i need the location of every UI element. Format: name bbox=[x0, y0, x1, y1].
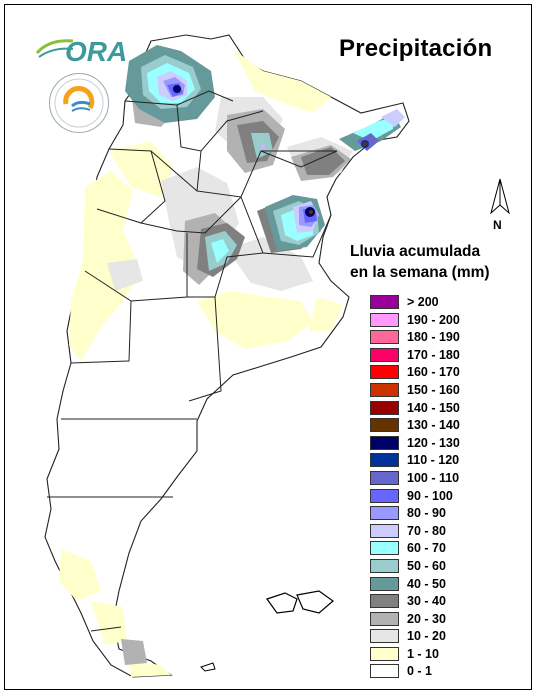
legend-swatch bbox=[370, 400, 399, 415]
north-arrow-icon bbox=[490, 178, 510, 215]
legend-swatch bbox=[370, 312, 399, 327]
legend-swatch bbox=[370, 611, 399, 626]
legend-swatch bbox=[370, 365, 399, 380]
small-island bbox=[200, 662, 216, 672]
legend-label: 150 - 160 bbox=[407, 382, 460, 397]
legend-swatch bbox=[370, 488, 399, 503]
rain-zone-1-10 bbox=[59, 49, 343, 677]
legend-label: 160 - 170 bbox=[407, 365, 460, 380]
legend-swatch bbox=[370, 646, 399, 661]
map-frame: ORA Precipitación N Lluvia acumulada en … bbox=[4, 4, 532, 690]
legend-label: 110 - 120 bbox=[407, 453, 460, 468]
legend-label: 50 - 60 bbox=[407, 558, 446, 573]
legend-label: 10 - 20 bbox=[407, 629, 446, 644]
legend-label: 30 - 40 bbox=[407, 594, 446, 609]
precipitation-map bbox=[44, 34, 410, 678]
legend-label: 20 - 30 bbox=[407, 611, 446, 626]
map-title: Precipitación bbox=[339, 35, 493, 62]
legend-label: 130 - 140 bbox=[407, 418, 460, 433]
legend-label: 140 - 150 bbox=[407, 400, 460, 415]
legend-swatch bbox=[370, 558, 399, 573]
province-boundaries bbox=[47, 90, 338, 632]
legend-swatch bbox=[370, 330, 399, 345]
legend-title-line2: en la semana (mm) bbox=[350, 264, 490, 281]
legend-label: > 200 bbox=[407, 295, 439, 309]
legend-title-line1: Lluvia acumulada bbox=[350, 243, 481, 260]
malvinas-islands bbox=[266, 590, 334, 614]
seal-emblem-icon bbox=[54, 78, 104, 128]
legend-label: 120 - 130 bbox=[407, 435, 460, 450]
legend-label: 40 - 50 bbox=[407, 576, 446, 591]
rain-zone-cores bbox=[173, 85, 369, 217]
legend-label: 80 - 90 bbox=[407, 506, 446, 521]
legend-swatch bbox=[370, 664, 399, 679]
legend-label: 190 - 200 bbox=[407, 312, 460, 327]
legend-swatch bbox=[370, 523, 399, 538]
legend-swatch bbox=[370, 453, 399, 468]
legend-swatch bbox=[370, 576, 399, 591]
legend-label: 60 - 70 bbox=[407, 541, 446, 556]
legend-label: 0 - 1 bbox=[407, 664, 433, 679]
legend-swatch bbox=[370, 594, 399, 609]
legend-label: 90 - 100 bbox=[407, 488, 453, 503]
legend-label: 100 - 110 bbox=[407, 470, 460, 485]
legend-swatch bbox=[370, 382, 399, 397]
logo-text: ORA bbox=[65, 36, 128, 67]
legend-swatch bbox=[370, 629, 399, 644]
legend-label: 70 - 80 bbox=[407, 523, 446, 538]
legend-swatch bbox=[370, 435, 399, 450]
legend-swatch bbox=[370, 347, 399, 362]
legend-swatch bbox=[370, 541, 399, 556]
legend-swatch bbox=[370, 470, 399, 485]
legend-label: 1 - 10 bbox=[407, 646, 439, 661]
legend-swatch bbox=[370, 418, 399, 433]
legend-label: 180 - 190 bbox=[407, 330, 460, 345]
logo-swoosh-icon bbox=[35, 39, 74, 58]
legend-title: Lluvia acumulada en la semana (mm) bbox=[350, 241, 490, 283]
country-shape bbox=[44, 34, 410, 678]
legend-swatch bbox=[370, 506, 399, 521]
north-label: N bbox=[493, 218, 502, 232]
legend-label: 170 - 180 bbox=[407, 347, 460, 362]
seal-logo bbox=[49, 73, 109, 133]
legend-swatch bbox=[370, 295, 399, 309]
